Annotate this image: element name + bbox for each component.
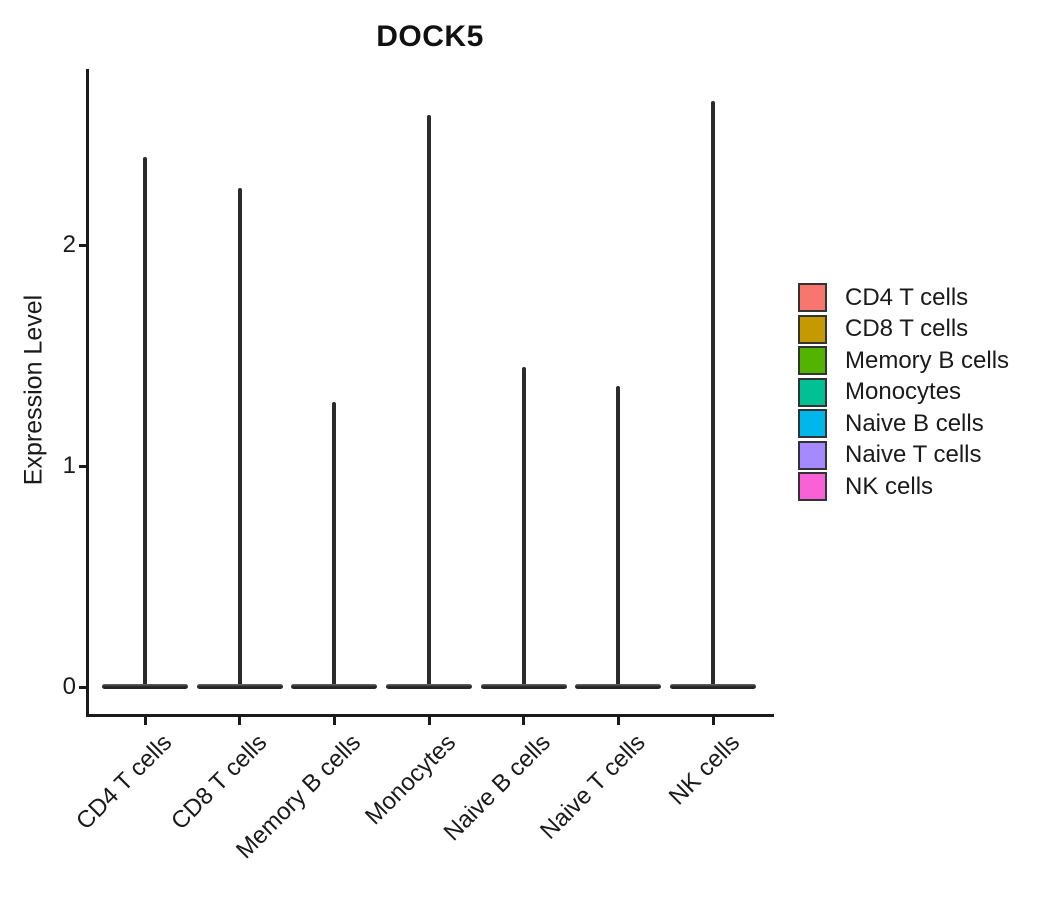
violin-base [575, 684, 662, 689]
y-tick-label: 2 [62, 231, 76, 258]
legend-item-label: CD8 T cells [845, 315, 969, 342]
violin-base [670, 684, 756, 689]
legend-item: Naive B cells [798, 409, 1009, 438]
violin-spike [521, 366, 526, 686]
legend-swatch [798, 283, 827, 312]
legend-item: Memory B cells [798, 346, 1009, 375]
y-tick-label: 1 [62, 452, 76, 479]
violin-base [102, 684, 188, 689]
x-tick-mark [143, 717, 147, 725]
legend-item: CD4 T cells [798, 283, 1009, 312]
violin-spike [616, 386, 621, 686]
violin-spike [143, 156, 147, 686]
x-tick-mark [616, 717, 620, 725]
violin-spike [427, 114, 431, 686]
legend-swatch [798, 346, 827, 375]
legend-item-label: Monocytes [845, 378, 962, 405]
y-tick-label: 0 [62, 673, 76, 700]
legend-item-label: NK cells [845, 472, 934, 500]
legend-item-label: Memory B cells [845, 346, 1010, 374]
legend-item: Monocytes [798, 377, 1009, 407]
legend-swatch [798, 409, 827, 438]
x-tick-mark [427, 717, 431, 725]
x-tick-mark [332, 717, 336, 725]
x-tick-label: Monocytes [359, 729, 462, 831]
legend-item-label: Naive T cells [845, 441, 982, 468]
x-tick-mark [238, 717, 242, 725]
violin-base [291, 684, 378, 689]
y-tick-mark [79, 464, 87, 468]
legend-swatch [798, 440, 827, 470]
x-tick-mark [711, 717, 715, 725]
y-axis-line [86, 69, 89, 717]
chart-title: DOCK5 [376, 20, 484, 53]
x-tick-mark [522, 717, 526, 725]
legend: CD4 T cells CD8 T cells Memory B cells Mono… [798, 283, 1009, 501]
legend-swatch [798, 314, 827, 344]
y-tick-mark [79, 243, 87, 247]
violin-base [386, 684, 472, 689]
violin-spike [332, 401, 337, 686]
violin-base [480, 684, 567, 689]
legend-swatch [798, 472, 827, 501]
legend-item: CD8 T cells [798, 314, 1009, 344]
legend-item-label: Naive B cells [845, 409, 984, 437]
violin-spike [237, 187, 242, 686]
x-tick-label: CD4 T cells [70, 729, 178, 836]
x-tick-label: NK cells [663, 729, 746, 811]
violin-base [196, 684, 283, 689]
violin-spike [711, 101, 715, 686]
legend-item: Naive T cells [798, 440, 1009, 470]
legend-item: NK cells [798, 472, 1009, 501]
x-axis-line [86, 714, 774, 717]
legend-swatch [798, 377, 827, 407]
legend-item-label: CD4 T cells [845, 283, 969, 311]
y-tick-mark [79, 685, 87, 689]
